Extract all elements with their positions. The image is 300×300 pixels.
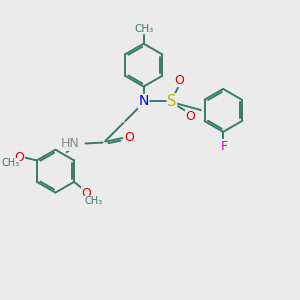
- Text: HN: HN: [61, 137, 80, 150]
- Text: CH₃: CH₃: [134, 24, 153, 34]
- Text: CH₃: CH₃: [1, 158, 19, 168]
- Text: F: F: [221, 140, 228, 153]
- Text: O: O: [185, 110, 195, 123]
- Text: O: O: [14, 151, 24, 164]
- Text: S: S: [167, 94, 177, 109]
- Text: CH₃: CH₃: [85, 196, 103, 206]
- Text: O: O: [174, 74, 184, 86]
- Text: O: O: [125, 131, 135, 144]
- Text: O: O: [82, 187, 92, 200]
- Text: N: N: [138, 94, 149, 109]
